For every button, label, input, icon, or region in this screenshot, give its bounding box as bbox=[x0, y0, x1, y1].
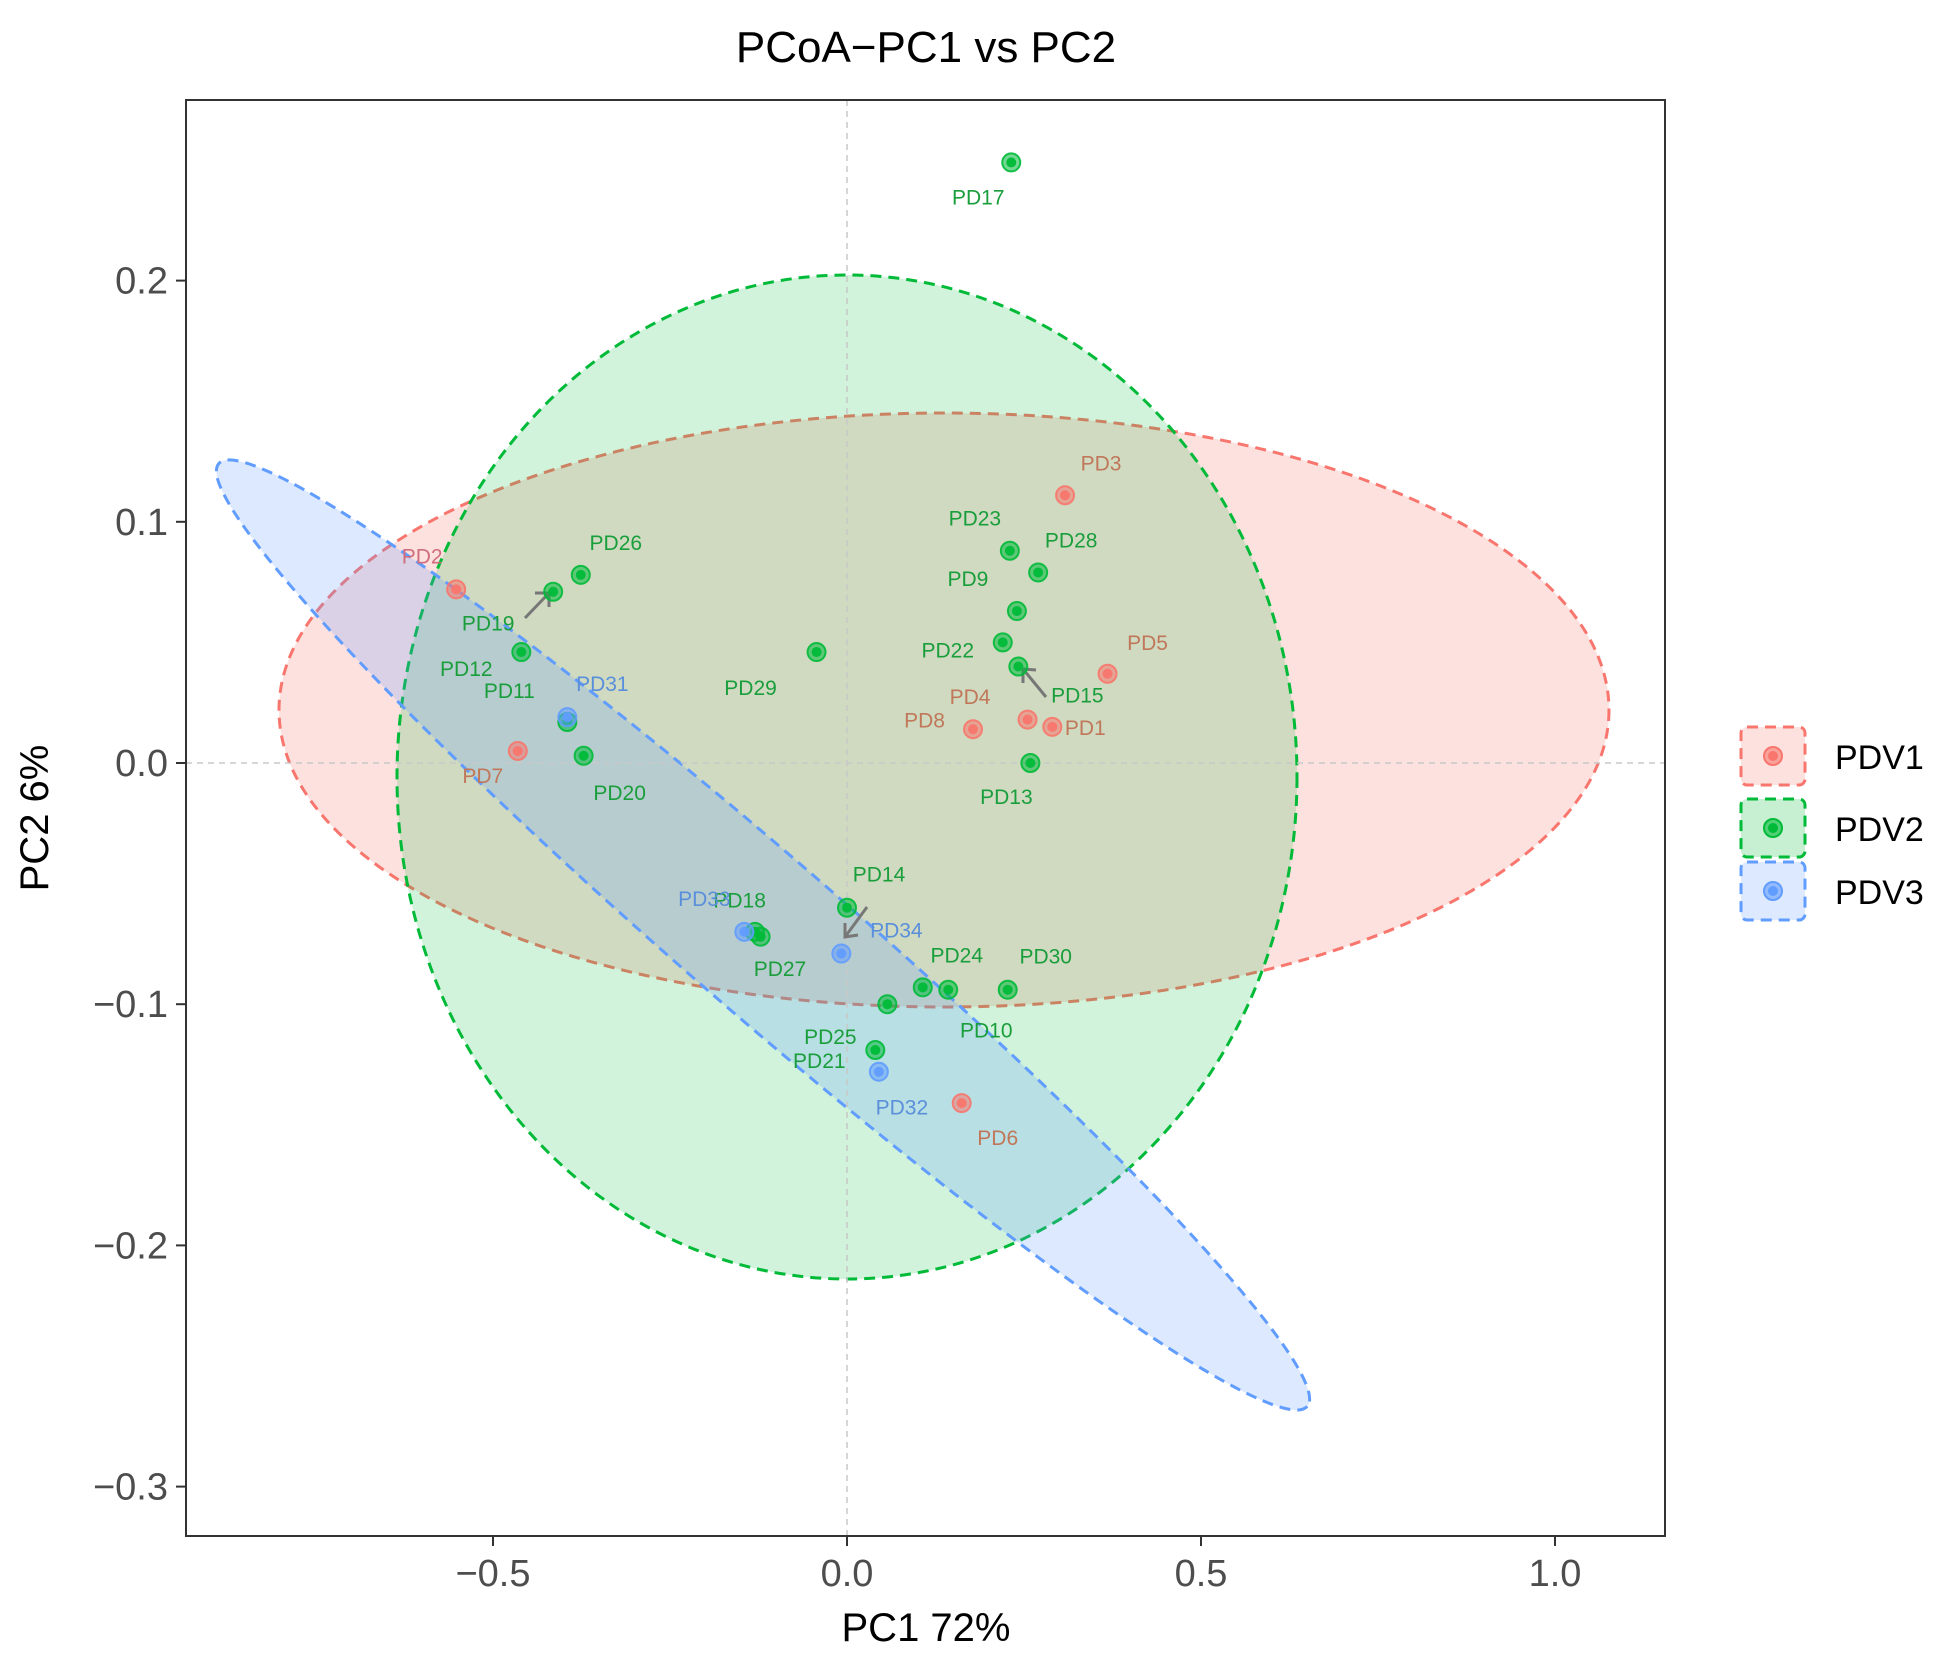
data-point-pd26 bbox=[570, 564, 591, 585]
point-label-pd13: PD13 bbox=[980, 786, 1033, 809]
data-point-pd15 bbox=[1008, 656, 1029, 677]
point-label-pd21: PD21 bbox=[793, 1050, 846, 1073]
point-label-pd34: PD34 bbox=[870, 920, 923, 943]
data-point-pd8 bbox=[1017, 709, 1038, 730]
data-point-pd32 bbox=[868, 1061, 889, 1082]
data-point-pd19 bbox=[543, 581, 564, 602]
point-label-pd24: PD24 bbox=[930, 944, 983, 967]
y-tick-label: 0.2 bbox=[115, 261, 168, 303]
point-label-pd18: PD18 bbox=[713, 890, 766, 913]
point-label-pd25: PD25 bbox=[804, 1026, 857, 1049]
data-point-pd17 bbox=[1001, 152, 1022, 173]
data-point-pd20 bbox=[573, 745, 594, 766]
data-point-pd13 bbox=[1020, 753, 1041, 773]
x-tick-label: 1.0 bbox=[1529, 1553, 1582, 1595]
point-label-pd23: PD23 bbox=[949, 508, 1002, 531]
point-label-pd12: PD12 bbox=[440, 658, 493, 681]
y-tick-label: −0.1 bbox=[93, 984, 168, 1026]
point-label-pd4: PD4 bbox=[950, 686, 991, 709]
data-point-pd4 bbox=[963, 719, 984, 740]
plot-panel-border bbox=[185, 99, 1666, 1537]
data-point-pd31 bbox=[557, 707, 578, 728]
points-layer bbox=[446, 152, 1118, 1114]
data-point-pd25 bbox=[877, 994, 898, 1015]
y-tick-label: −0.2 bbox=[93, 1225, 168, 1267]
chart-title: PCoA−PC1 vs PC2 bbox=[736, 23, 1116, 72]
data-point-pd34 bbox=[831, 943, 852, 964]
point-label-pd7: PD7 bbox=[462, 765, 503, 788]
point-label-pd17: PD17 bbox=[952, 186, 1005, 209]
data-point-pd30 bbox=[997, 979, 1018, 1000]
legend-label-pdv2: PDV2 bbox=[1835, 811, 1924, 849]
arrow-pd34 bbox=[843, 906, 869, 939]
y-tick-label: 0.1 bbox=[115, 502, 168, 544]
legend-label-pdv1: PDV1 bbox=[1835, 739, 1924, 777]
data-point-pd33 bbox=[734, 921, 755, 942]
point-label-pd31: PD31 bbox=[576, 673, 629, 696]
legend: PDV1 PDV2 PDV3 bbox=[1739, 725, 1924, 922]
x-tick-label: 0.0 bbox=[821, 1553, 874, 1595]
x-tick-label: 0.5 bbox=[1175, 1553, 1228, 1595]
data-point-pd5 bbox=[1097, 663, 1118, 684]
y-tick-label: −0.3 bbox=[93, 1467, 168, 1509]
point-label-pd11: PD11 bbox=[484, 680, 535, 703]
ellipse-pdv1 bbox=[277, 411, 1611, 1009]
x-axis-title: PC1 72% bbox=[842, 1606, 1011, 1650]
point-label-pd29: PD29 bbox=[724, 677, 777, 700]
point-label-pd22: PD22 bbox=[921, 639, 974, 662]
data-point-pd3 bbox=[1055, 485, 1076, 506]
point-label-pd33: PD33 bbox=[678, 888, 731, 911]
data-point-pd7 bbox=[507, 740, 528, 761]
point-label-pd20: PD20 bbox=[593, 782, 646, 805]
data-point-pd21 bbox=[865, 1040, 886, 1061]
point-label-pd8: PD8 bbox=[904, 710, 945, 733]
point-label-pd10: PD10 bbox=[960, 1020, 1013, 1043]
data-point-pd14 bbox=[837, 897, 857, 918]
data-point-pd28 bbox=[1028, 562, 1049, 583]
point-label-pd1: PD1 bbox=[1065, 717, 1106, 740]
data-point-pd6 bbox=[951, 1093, 972, 1114]
y-tick-label: 0.0 bbox=[115, 743, 168, 785]
y-axis: −0.3 −0.2 −0.1 0.0 0.1 0.2 bbox=[93, 261, 186, 1509]
data-point-pd1 bbox=[1042, 716, 1063, 737]
point-label-pd26: PD26 bbox=[590, 532, 643, 555]
point-label-pd19: PD19 bbox=[462, 613, 515, 636]
data-point-pd9 bbox=[1006, 601, 1027, 622]
point-label-pd14: PD14 bbox=[853, 864, 906, 887]
point-label-pd32: PD32 bbox=[876, 1097, 929, 1120]
data-point-pd22 bbox=[992, 632, 1013, 653]
data-point-pd24 bbox=[912, 977, 933, 998]
legend-item-pdv3: PDV3 bbox=[1739, 860, 1924, 922]
point-label-pd3: PD3 bbox=[1081, 452, 1122, 475]
data-point-pd23 bbox=[999, 540, 1020, 561]
point-label-pd27: PD27 bbox=[754, 958, 807, 981]
data-point-pd12 bbox=[511, 642, 532, 663]
point-label-pd9: PD9 bbox=[947, 568, 988, 591]
point-label-pd5: PD5 bbox=[1127, 632, 1168, 655]
data-point-pd10 bbox=[938, 979, 959, 1000]
point-label-pd6: PD6 bbox=[977, 1127, 1018, 1150]
legend-label-pdv3: PDV3 bbox=[1835, 874, 1924, 912]
data-point-pd29 bbox=[806, 642, 827, 663]
x-axis: −0.5 0.0 0.5 1.0 bbox=[455, 1536, 1581, 1595]
y-axis-title: PC2 6% bbox=[13, 745, 57, 892]
point-label-pd30: PD30 bbox=[1019, 946, 1072, 969]
point-label-pd28: PD28 bbox=[1045, 529, 1098, 552]
point-label-pd2: PD2 bbox=[402, 545, 443, 568]
legend-item-pdv1: PDV1 bbox=[1739, 725, 1924, 787]
legend-item-pdv2: PDV2 bbox=[1739, 797, 1924, 859]
x-tick-label: −0.5 bbox=[455, 1553, 530, 1595]
data-point-pd2 bbox=[446, 579, 467, 600]
point-label-pd15: PD15 bbox=[1051, 685, 1104, 708]
